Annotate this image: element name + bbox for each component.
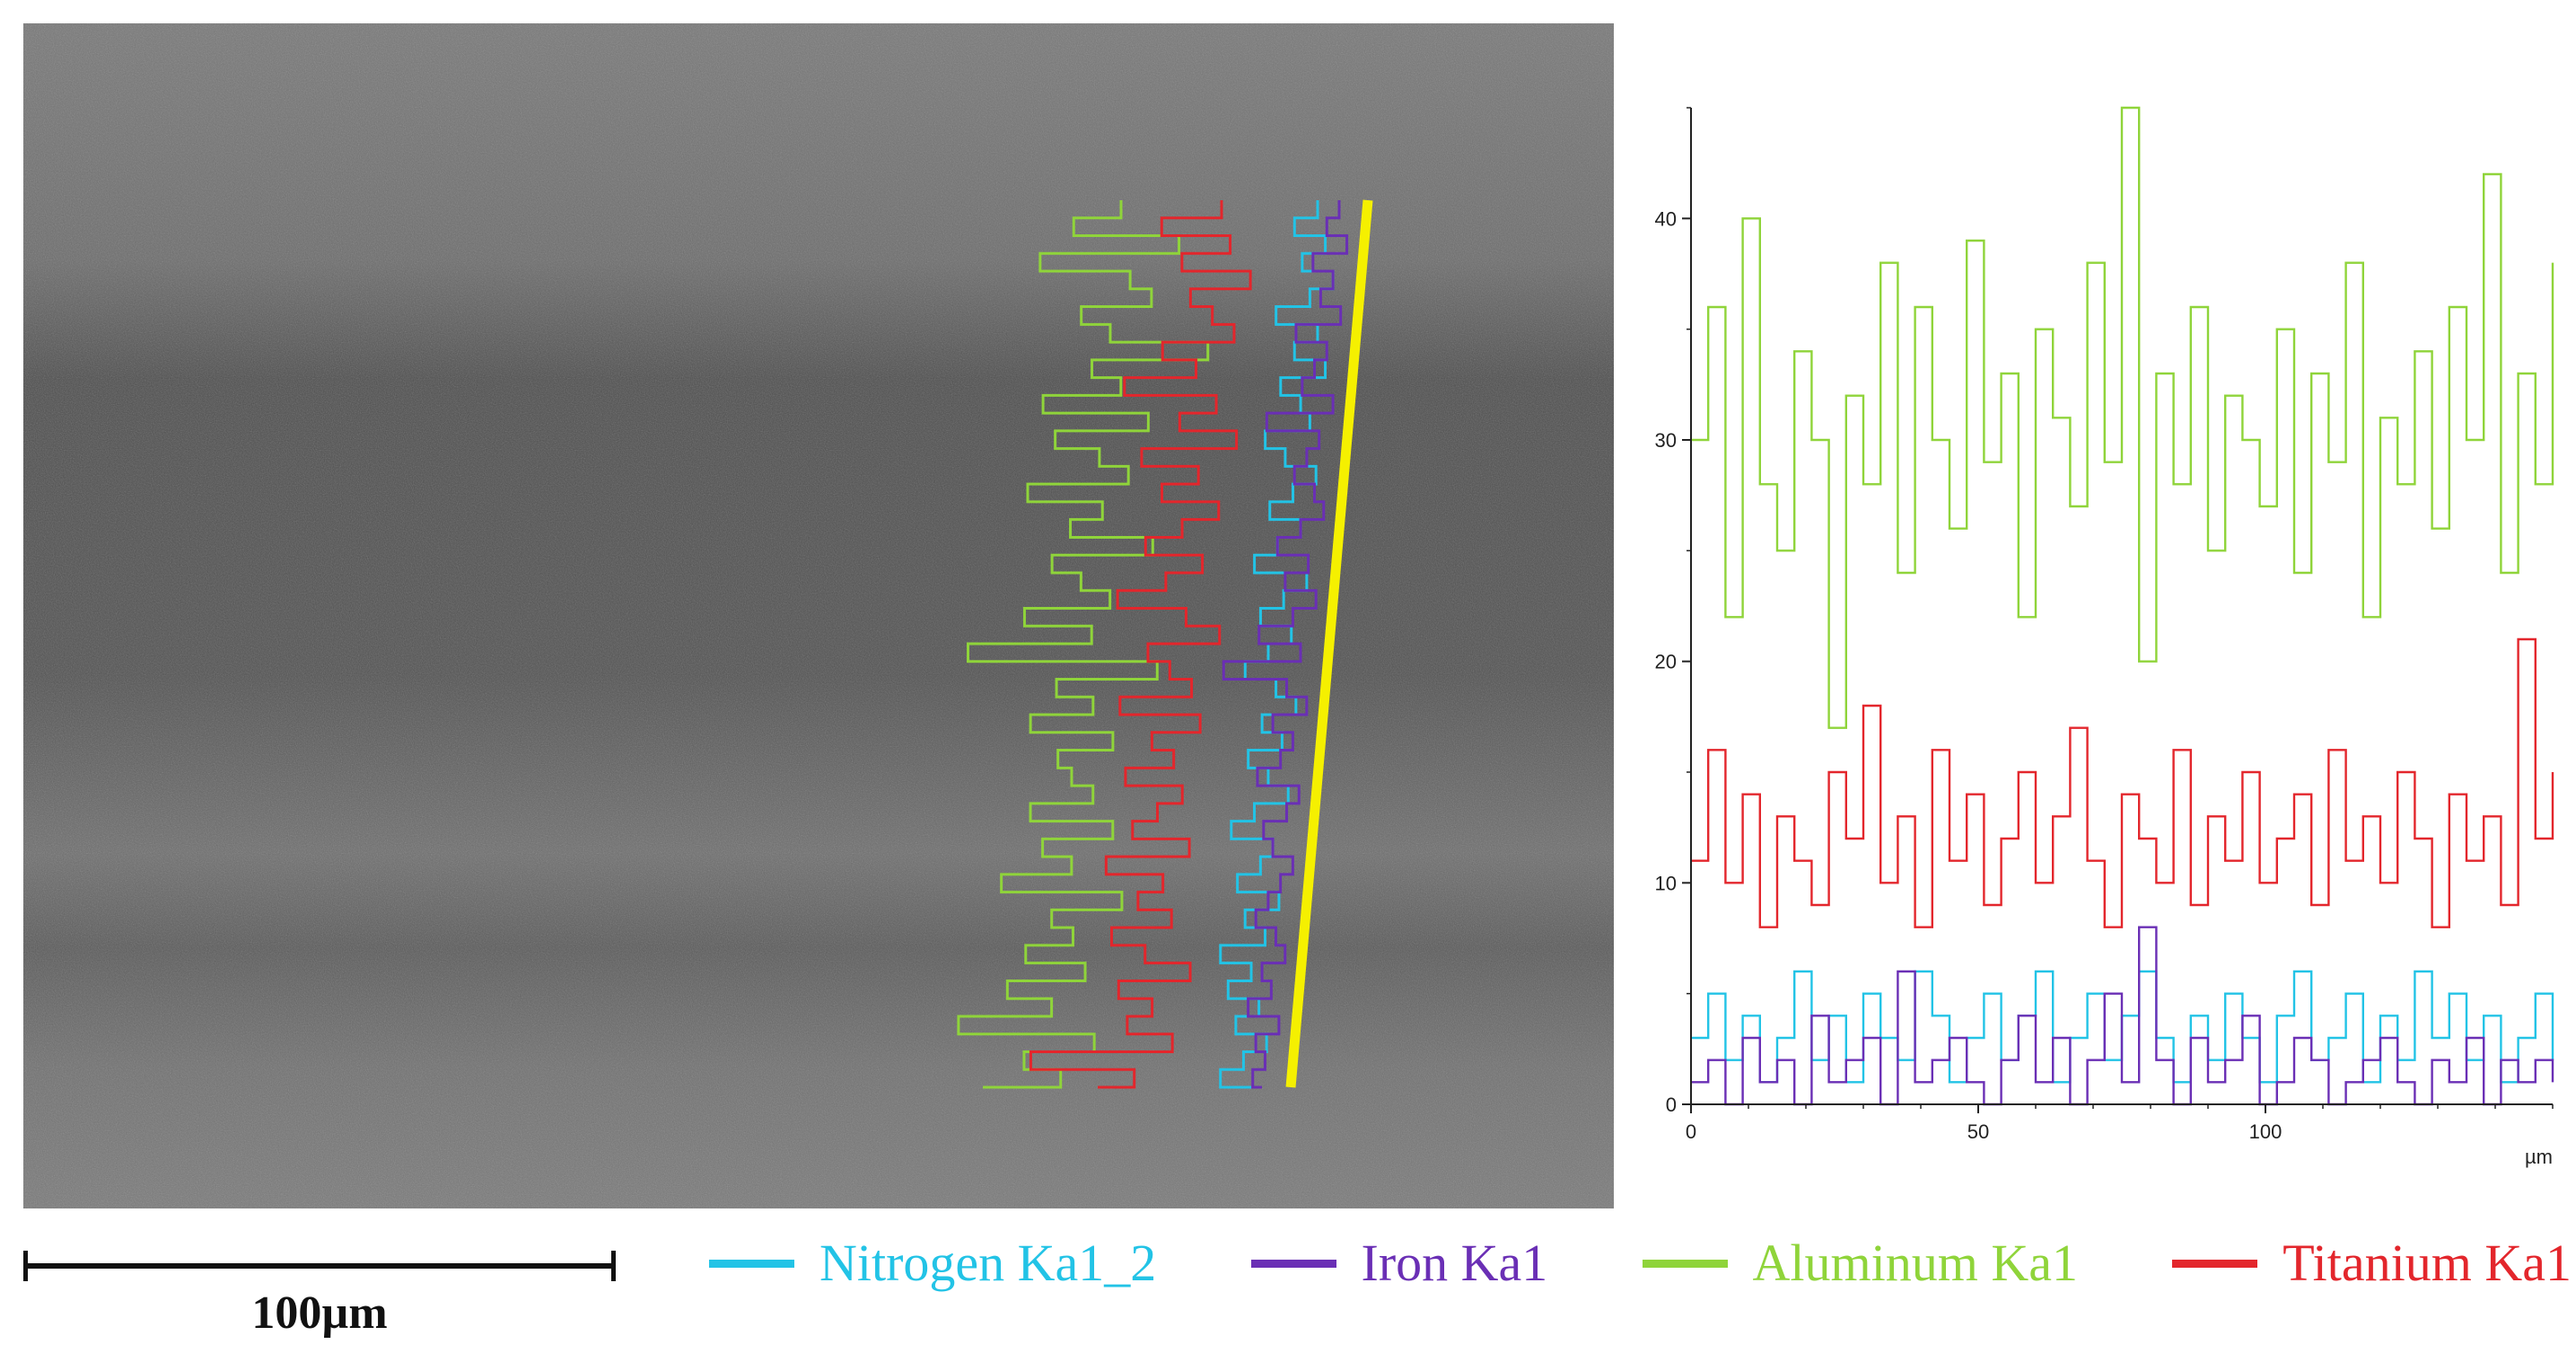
overlay-signal-titanium-ka1 (1029, 200, 1252, 1089)
y-tick-label: 10 (1655, 872, 1677, 894)
x-tick-label: 100 (2249, 1120, 2282, 1143)
scan-line (1285, 199, 1373, 1088)
line-swatch-icon (1642, 1259, 1728, 1268)
x-tick-label: 50 (1967, 1120, 1989, 1143)
legend-item-iron: Iron Ka1 (1250, 1234, 1548, 1292)
legend-label: Aluminum Ka1 (1752, 1234, 2079, 1292)
scale-bar-label: 100µm (251, 1287, 388, 1339)
profile-chart-svg: 0 10 20 30 40 0 50 100 µm (1655, 106, 2554, 1168)
legend-item-aluminum: Aluminum Ka1 (1642, 1234, 2079, 1292)
line-swatch-icon (1250, 1259, 1336, 1268)
line-swatch-icon (2172, 1259, 2258, 1268)
legend-label: Titanium Ka1 (2282, 1234, 2572, 1292)
series-line-iron-ka1 (1691, 926, 2554, 1106)
legend: Nitrogen Ka1_2 Iron Ka1 Aluminum Ka1 Tit… (709, 1232, 2572, 1295)
overlay-signal-aluminum-ka1 (957, 200, 1210, 1089)
scale-bar: 100µm (23, 1235, 616, 1342)
legend-item-nitrogen: Nitrogen Ka1_2 (709, 1237, 1156, 1289)
series-line-titanium-ka1 (1691, 637, 2554, 928)
series-line-aluminum-ka1 (1691, 106, 2554, 729)
line-swatch-icon (709, 1259, 794, 1268)
scale-bar-cap-right (611, 1251, 616, 1281)
y-tick-label: 20 (1655, 651, 1677, 673)
legend-item-titanium: Titanium Ka1 (2172, 1237, 2572, 1289)
x-axis-unit-label: µm (2525, 1146, 2553, 1168)
sem-micrograph-image (23, 23, 1614, 1208)
legend-label: Nitrogen Ka1_2 (819, 1234, 1157, 1292)
x-tick-label: 0 (1686, 1120, 1696, 1143)
y-tick-label: 30 (1655, 429, 1677, 452)
line-scan-profile-chart: 0 10 20 30 40 0 50 100 µm (1616, 36, 2576, 1203)
y-tick-label: 40 (1655, 207, 1677, 230)
scale-bar-line (23, 1263, 616, 1269)
y-tick-label: 0 (1666, 1094, 1677, 1116)
sem-micrograph (23, 23, 1614, 1208)
overlay-signal-iron-ka1 (1222, 200, 1349, 1089)
legend-label: Iron Ka1 (1361, 1234, 1548, 1292)
